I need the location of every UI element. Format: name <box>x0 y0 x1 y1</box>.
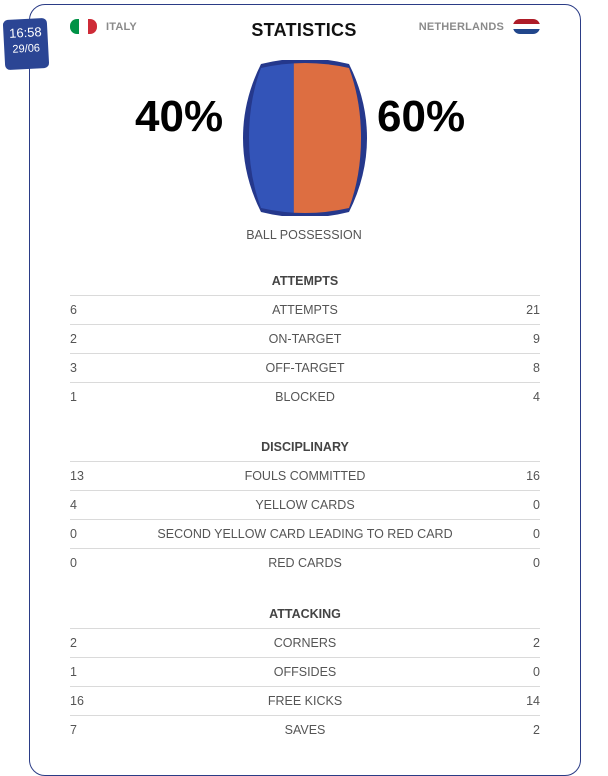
stat-row: 16 FREE KICKS 14 <box>70 687 540 716</box>
home-possession-pct: 40% <box>135 92 224 141</box>
stat-label: BLOCKED <box>275 390 335 404</box>
page-title: STATISTICS <box>251 20 357 40</box>
home-value: 7 <box>70 723 77 737</box>
home-value: 3 <box>70 361 77 375</box>
stats-section-attacking: ATTACKING 2 CORNERS 2 1 OFFSIDES 0 16 FREE KICKS… <box>70 600 540 744</box>
home-value: 1 <box>70 390 77 404</box>
stat-label: ON-TARGET <box>268 332 342 346</box>
away-value: 0 <box>533 527 540 541</box>
home-value: 16 <box>70 694 84 708</box>
away-value: 4 <box>533 390 540 404</box>
away-possession-fill <box>293 63 361 213</box>
stat-row: 7 SAVES 2 <box>70 716 540 744</box>
away-value: 2 <box>533 723 540 737</box>
stat-row: 1 OFFSIDES 0 <box>70 658 540 687</box>
match-time: 16:58 <box>8 24 43 41</box>
stat-label: YELLOW CARDS <box>255 498 355 512</box>
away-value: 21 <box>526 303 540 317</box>
stat-row: 0 RED CARDS 0 <box>70 549 540 577</box>
away-value: 9 <box>533 332 540 346</box>
stat-label: SECOND YELLOW CARD LEADING TO RED CARD <box>157 527 453 541</box>
stat-row: 4 YELLOW CARDS 0 <box>70 491 540 520</box>
stat-label: FREE KICKS <box>267 694 343 708</box>
home-value: 13 <box>70 469 84 483</box>
stat-label: OFFSIDES <box>273 665 337 679</box>
away-value: 0 <box>533 498 540 512</box>
flag-stripe <box>513 19 540 24</box>
stat-label: RED CARDS <box>268 556 342 570</box>
stat-row: 6 ATTEMPTS 21 <box>70 296 540 325</box>
stat-label: SAVES <box>284 723 326 737</box>
home-value: 1 <box>70 665 77 679</box>
match-date: 29/06 <box>12 42 41 56</box>
stat-label: FOULS COMMITTED <box>244 469 366 483</box>
flag-stripe <box>513 24 540 29</box>
home-value: 4 <box>70 498 77 512</box>
stat-row: 2 ON-TARGET 9 <box>70 325 540 354</box>
home-value: 2 <box>70 636 77 650</box>
netherlands-flag-icon <box>513 19 540 34</box>
home-value: 0 <box>70 556 77 570</box>
away-value: 0 <box>533 556 540 570</box>
flag-stripe <box>79 19 88 34</box>
away-team-name: NETHERLANDS <box>418 20 504 33</box>
home-team: ITALY <box>70 19 137 34</box>
away-value: 14 <box>526 694 540 708</box>
stat-row: 2 CORNERS 2 <box>70 629 540 658</box>
away-value: 16 <box>526 469 540 483</box>
stats-section-attempts: ATTEMPTS 6 ATTEMPTS 21 2 ON-TARGET 9 3 OFF-TARGE… <box>70 267 540 411</box>
away-possession-pct: 60% <box>377 92 466 141</box>
stats-section-disciplinary: DISCIPLINARY 13 FOULS COMMITTED 16 4 YELLOW C… <box>70 433 540 577</box>
section-title: ATTACKING <box>70 600 540 629</box>
stat-label: ATTEMPTS <box>272 303 338 317</box>
home-value: 6 <box>70 303 77 317</box>
possession-label: BALL POSSESSION <box>246 228 362 242</box>
home-value: 0 <box>70 527 77 541</box>
away-value: 8 <box>533 361 540 375</box>
section-title: ATTEMPTS <box>70 267 540 296</box>
away-value: 0 <box>533 665 540 679</box>
stat-row: 1 BLOCKED 4 <box>70 383 540 411</box>
stat-row: 0 SECOND YELLOW CARD LEADING TO RED CARD 0 <box>70 520 540 549</box>
italy-flag-icon <box>70 19 97 34</box>
stat-label: CORNERS <box>273 636 337 650</box>
stat-row: 13 FOULS COMMITTED 16 <box>70 462 540 491</box>
away-team: NETHERLANDS <box>419 19 540 34</box>
possession-ball-graphic <box>243 60 367 216</box>
home-possession-fill <box>249 63 294 213</box>
section-title: DISCIPLINARY <box>70 433 540 462</box>
match-time-badge: 16:58 29/06 <box>2 17 50 71</box>
flag-stripe <box>70 19 79 34</box>
home-team-name: ITALY <box>106 20 137 33</box>
stat-row: 3 OFF-TARGET 8 <box>70 354 540 383</box>
away-value: 2 <box>533 636 540 650</box>
flag-stripe <box>513 29 540 34</box>
flag-stripe <box>88 19 97 34</box>
home-value: 2 <box>70 332 77 346</box>
stat-label: OFF-TARGET <box>265 361 345 375</box>
